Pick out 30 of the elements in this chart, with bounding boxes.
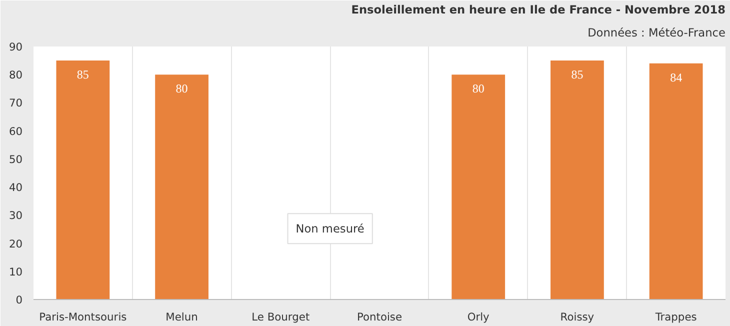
bar [649,63,703,300]
bar [550,60,604,300]
data-label: 80 [176,82,188,96]
y-tick-label: 0 [16,294,23,306]
y-tick-label: 10 [8,265,23,278]
y-tick-label: 30 [8,209,23,222]
y-tick-label: 60 [8,124,23,138]
data-label: 85 [571,68,584,82]
x-tick-label: Orly [467,310,490,324]
annotation: Non mesuré [296,222,364,236]
bar [155,74,208,300]
data-label: 84 [670,70,682,84]
x-tick-label: Paris-Montsouris [39,310,128,324]
y-tick-label: 70 [8,96,23,110]
y-tick-label: 40 [8,181,23,194]
data-label: 85 [76,68,89,82]
y-tick-label: 20 [8,237,23,250]
y-tick-label: 50 [8,152,23,166]
x-tick-label: Roissy [560,310,594,324]
bar [452,74,506,300]
chart-title: Ensoleillement en heure en Ile de France - Novembre 2018 [351,2,726,16]
x-tick-label: Melun [166,310,198,324]
bar [56,60,110,300]
chart-subtitle: Données : Météo-France [588,26,726,40]
x-tick-label: Pontoise [356,310,402,324]
data-label: 80 [472,82,484,96]
x-tick-label: Le Bourget [252,310,310,324]
y-tick-label: 90 [8,40,23,54]
x-tick-label: Trappes [654,310,698,324]
y-tick-label: 80 [8,68,23,82]
